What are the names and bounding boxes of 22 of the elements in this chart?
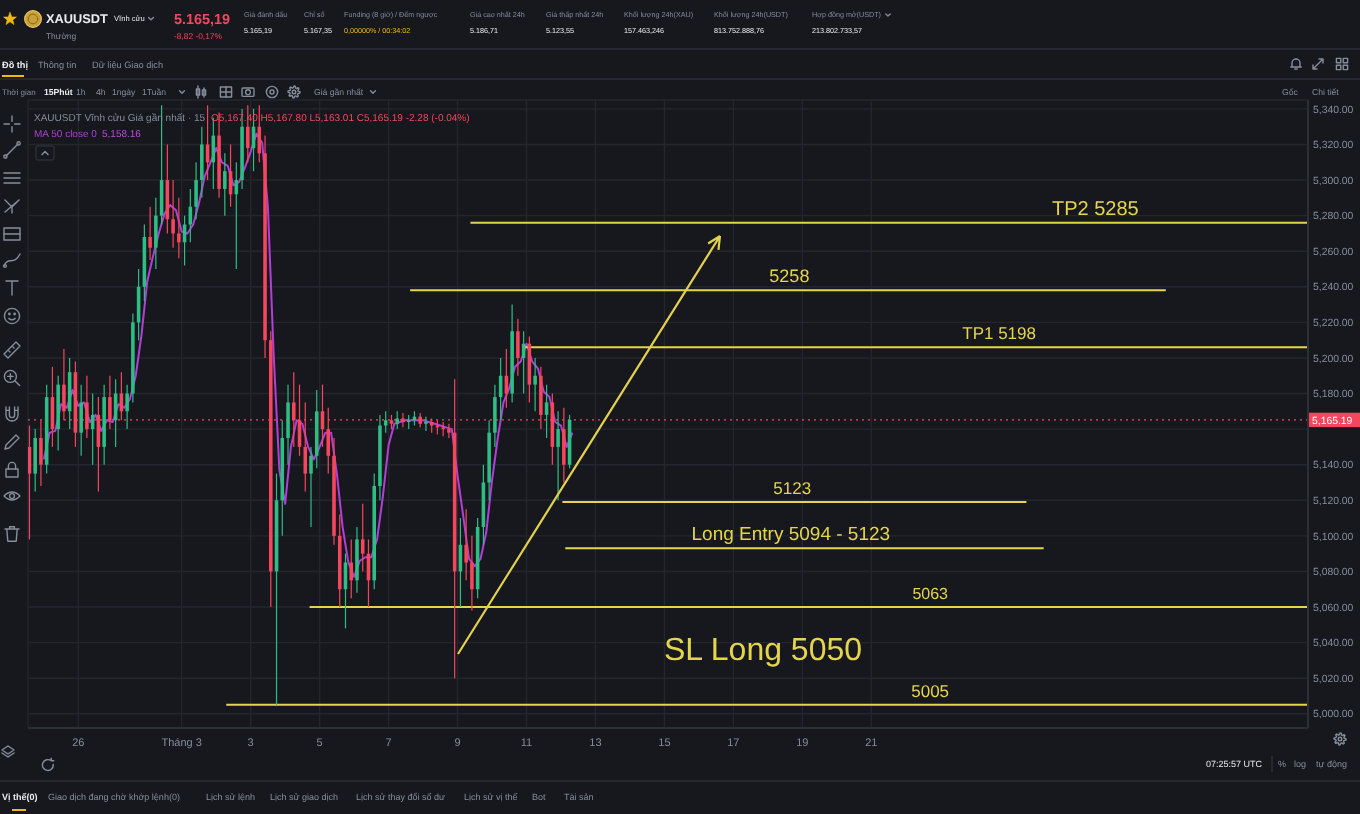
annotation: 5005 — [911, 680, 950, 701]
candlestick — [533, 357, 537, 412]
candlestick — [516, 318, 520, 377]
candlestick — [223, 152, 227, 217]
annotation: 5258 — [769, 266, 810, 287]
candlestick — [556, 410, 560, 501]
candlestick — [33, 428, 37, 492]
candlestick — [355, 526, 359, 594]
annotation: TP1 5198 — [962, 323, 1037, 344]
candlestick — [349, 538, 354, 599]
candlestick — [79, 384, 83, 457]
candlestick — [108, 375, 112, 430]
annotation: 5063 — [912, 585, 950, 604]
candlestick — [424, 416, 428, 432]
annotation: Long Entry 5094 - 5123 — [691, 524, 891, 547]
candlestick — [246, 104, 250, 163]
candlestick — [56, 375, 60, 452]
annotation: 5123 — [773, 478, 812, 499]
annotation: SL Long 5050 — [663, 634, 863, 668]
candlestick — [148, 206, 152, 261]
annotation: TP2 5285 — [1052, 198, 1140, 221]
candlestick — [28, 424, 32, 541]
